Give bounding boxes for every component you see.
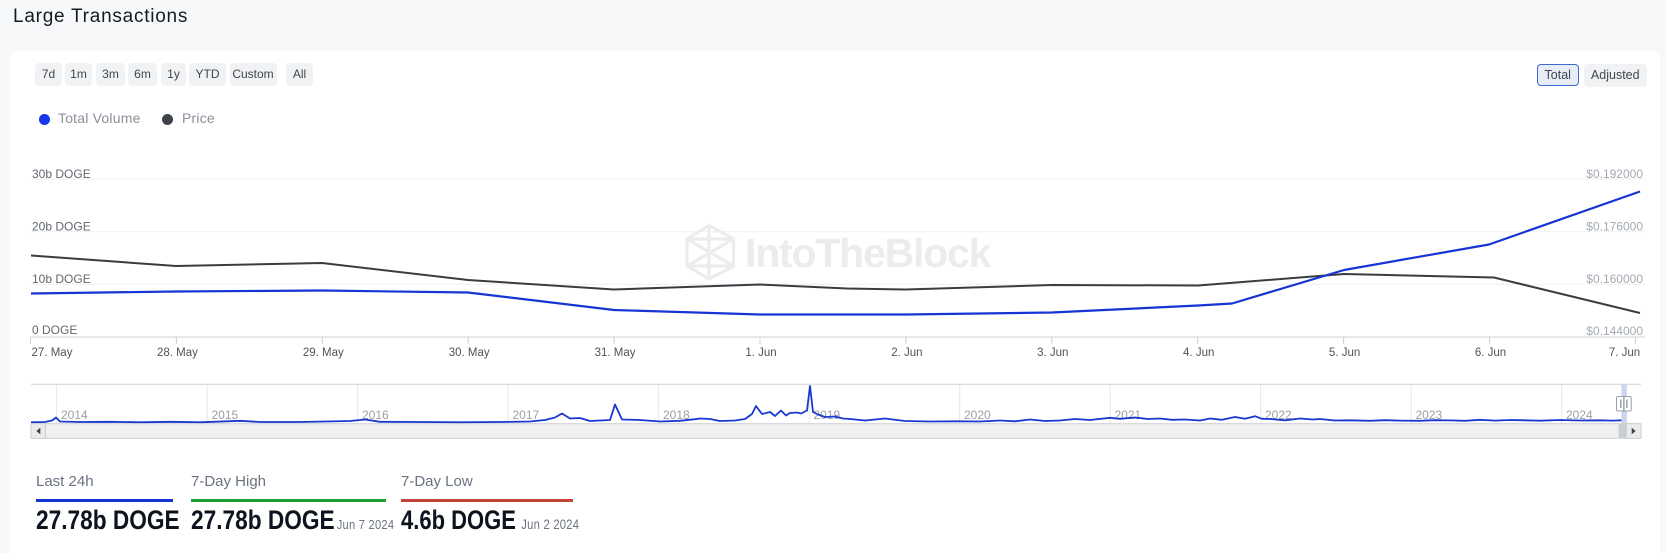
svg-text:5. Jun: 5. Jun <box>1329 347 1360 359</box>
svg-text:2023: 2023 <box>1416 408 1443 422</box>
svg-text:2014: 2014 <box>61 408 88 422</box>
svg-text:7. Jun: 7. Jun <box>1609 347 1640 359</box>
svg-text:3. Jun: 3. Jun <box>1037 347 1068 359</box>
svg-text:2020: 2020 <box>964 408 991 422</box>
svg-text:$0.192000: $0.192000 <box>1586 167 1643 181</box>
svg-text:27. May: 27. May <box>32 347 73 359</box>
svg-text:2018: 2018 <box>663 408 690 422</box>
svg-text:$0.144000: $0.144000 <box>1586 324 1643 338</box>
svg-text:6. Jun: 6. Jun <box>1475 347 1506 359</box>
svg-text:28. May: 28. May <box>157 347 198 359</box>
svg-text:29. May: 29. May <box>303 347 344 359</box>
svg-text:2021: 2021 <box>1115 408 1142 422</box>
svg-text:1. Jun: 1. Jun <box>745 347 776 359</box>
svg-text:2015: 2015 <box>212 408 239 422</box>
svg-text:4. Jun: 4. Jun <box>1183 347 1214 359</box>
svg-text:2016: 2016 <box>362 408 389 422</box>
svg-text:IntoTheBlock: IntoTheBlock <box>745 230 992 276</box>
svg-text:$0.176000: $0.176000 <box>1586 220 1643 234</box>
svg-text:20b DOGE: 20b DOGE <box>32 220 91 234</box>
svg-text:$0.160000: $0.160000 <box>1586 272 1643 286</box>
svg-text:31. May: 31. May <box>595 347 636 359</box>
svg-text:30. May: 30. May <box>449 347 490 359</box>
svg-text:30b DOGE: 30b DOGE <box>32 167 91 181</box>
svg-text:2017: 2017 <box>513 408 540 422</box>
svg-text:2019: 2019 <box>814 408 841 422</box>
svg-text:10b DOGE: 10b DOGE <box>32 272 91 286</box>
svg-text:2024: 2024 <box>1566 408 1593 422</box>
svg-text:0 DOGE: 0 DOGE <box>32 323 77 337</box>
svg-text:2. Jun: 2. Jun <box>891 347 922 359</box>
